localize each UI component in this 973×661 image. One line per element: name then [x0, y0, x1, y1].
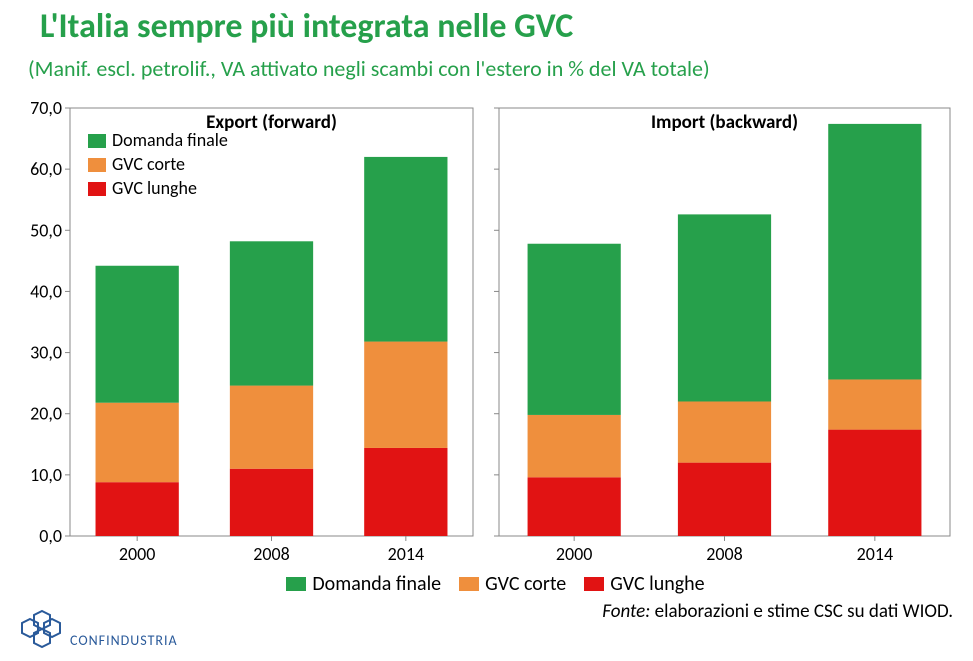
source-prefix: Fonte:	[602, 600, 650, 623]
bar-segment-lunghe	[828, 430, 921, 536]
bar-segment-finale	[528, 244, 621, 415]
legend-item-label: GVC corte	[112, 153, 185, 175]
source-text: elaborazioni e stime CSC su dati WIOD.	[650, 600, 953, 623]
bar-segment-lunghe	[96, 482, 179, 536]
legend-label: GVC lunghe	[610, 572, 704, 596]
y-tick-label: 60,0	[30, 158, 62, 180]
bar-segment-corte	[528, 415, 621, 477]
y-tick-label: 50,0	[30, 219, 62, 241]
x-tick-label: 2014	[388, 543, 425, 565]
legend-swatch	[584, 577, 604, 591]
y-tick-label: 20,0	[30, 403, 62, 425]
bar-segment-corte	[678, 401, 771, 462]
y-tick-label: 10,0	[30, 464, 62, 486]
x-tick-label: 2008	[253, 543, 290, 565]
slide: { "title": "L'Italia sempre più integrat…	[0, 0, 973, 661]
page-subtitle: (Manif. escl. petrolif., VA attivato neg…	[28, 55, 958, 82]
y-tick-label: 70,0	[30, 98, 62, 119]
source-line: Fonte: elaborazioni e stime CSC su dati …	[602, 600, 953, 623]
legend-label: Domanda finale	[312, 572, 441, 596]
footer-text: CONFINDUSTRIA	[70, 632, 178, 649]
page-title: L'Italia sempre più integrata nelle GVC	[40, 6, 940, 47]
legend-swatch	[286, 577, 306, 591]
bar-segment-finale	[230, 241, 313, 385]
bar-segment-finale	[364, 157, 447, 342]
bar-segment-finale	[678, 214, 771, 401]
chart-export: 0,0 10,0 20,0 30,0 40,0 50,0 60,0 70,0 2000 2008 2…	[16, 98, 479, 570]
inner-legend: Domanda finaleGVC corteGVC lunghe	[88, 129, 228, 199]
footer: CONFINDUSTRIA	[20, 607, 178, 651]
y-tick-label: 40,0	[30, 280, 62, 302]
bar-segment-lunghe	[528, 477, 621, 536]
x-tick-label: 2014	[857, 543, 894, 565]
bar-segment-lunghe	[678, 463, 771, 536]
bar-segment-lunghe	[230, 469, 313, 536]
bar-segment-finale	[828, 124, 921, 380]
x-tick-label: 2008	[706, 543, 743, 565]
chart-svg-export: 0,0 10,0 20,0 30,0 40,0 50,0 60,0 70,0 2000 2008 2…	[16, 98, 479, 570]
y-tick-label: 0,0	[39, 525, 62, 547]
bar-segment-corte	[230, 386, 313, 469]
chart-svg-import: 2000 2008 2014 Import (backward)	[493, 98, 956, 570]
bar-segment-lunghe	[364, 448, 447, 536]
panel-title-import: Import (backward)	[651, 111, 798, 134]
x-tick-label: 2000	[556, 543, 593, 565]
charts-row: 0,010,020,030,040,050,060,070,0200020082…	[16, 98, 956, 570]
legend-item-label: Domanda finale	[112, 129, 228, 151]
bottom-legend: Domanda finale GVC corte GVC lunghe	[0, 572, 973, 596]
legend-item-label: GVC lunghe	[112, 177, 197, 199]
legend-label: GVC corte	[485, 572, 566, 596]
y-tick-label: 30,0	[30, 342, 62, 364]
bar-segment-corte	[364, 342, 447, 448]
x-tick-label: 2000	[119, 543, 156, 565]
bar-segment-finale	[96, 266, 179, 403]
chart-import: 2000 2008 2014 Import (backward)	[493, 98, 956, 570]
bar-segment-corte	[96, 403, 179, 482]
confindustria-logo-icon	[20, 607, 64, 651]
legend-swatch	[459, 577, 479, 591]
bar-segment-corte	[828, 379, 921, 429]
